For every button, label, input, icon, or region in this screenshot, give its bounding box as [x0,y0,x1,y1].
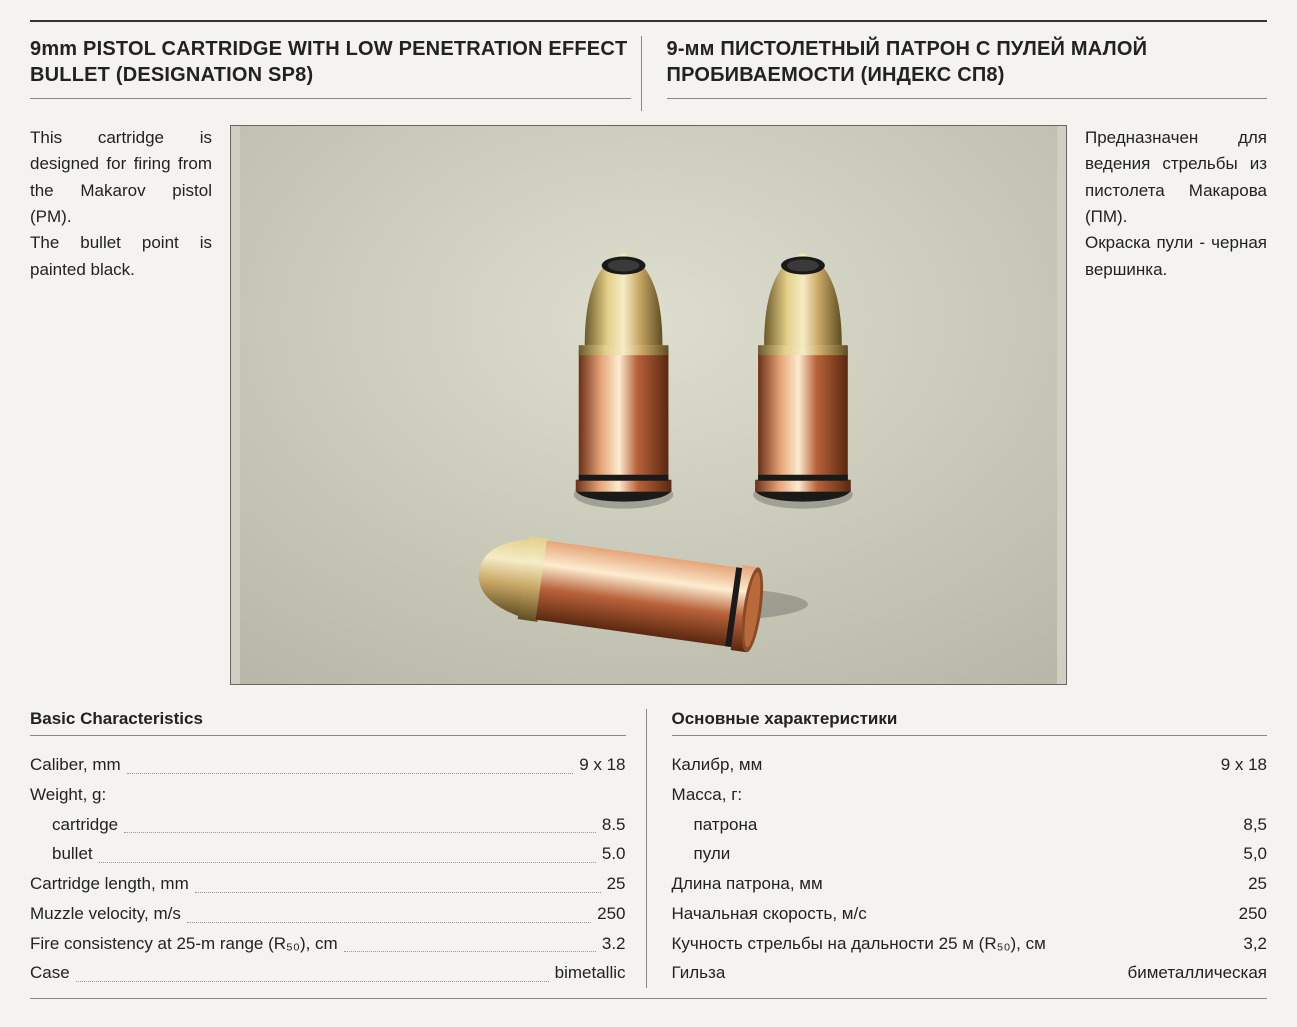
title-col-ru: 9-мм ПИСТОЛЕТНЫЙ ПАТРОН С ПУЛЕЙ МАЛОЙ ПР… [641,36,1268,111]
spec-row: Калибр, мм 9 x 18 [672,750,1268,780]
spec-leader [763,810,1237,834]
spec-row: bullet 5.0 [30,839,626,869]
specs-col-ru: Основные характеристики Калибр, мм 9 x 18… [646,709,1268,988]
specs-col-en: Basic Characteristics Caliber, mm 9 x 18 W… [30,709,646,988]
spec-label: Начальная скорость, м/с [672,899,867,929]
spec-label: Muzzle velocity, m/s [30,899,181,929]
spec-row: Начальная скорость, м/с 250 [672,899,1268,929]
spec-leader [124,810,596,834]
spec-label: Fire consistency at 25-m range (R₅₀), cm [30,929,338,959]
spec-label: cartridge [30,810,118,840]
spec-label: патрона [672,810,758,840]
desc-ru-p2: Окраска пули - черная вершинка. [1085,230,1267,283]
spec-label: Длина патрона, мм [672,869,823,899]
spec-leader [1052,929,1238,953]
desc-ru-p1: Предназначен для ведения стрельбы из пис… [1085,125,1267,230]
spec-label: Weight, g: [30,780,106,810]
spec-leader [127,750,574,774]
spec-value: 25 [1248,869,1267,899]
spec-row: Caliber, mm 9 x 18 [30,750,626,780]
title-row: 9mm PISTOL CARTRIDGE WITH LOW PENETRATIO… [30,36,1267,111]
spec-label: Case [30,958,70,988]
spec-value: 5.0 [602,839,626,869]
desc-col-ru: Предназначен для ведения стрельбы из пис… [1067,125,1267,685]
spec-row: патрона 8,5 [672,810,1268,840]
title-rule-ru [667,98,1268,99]
catalog-page: 9mm PISTOL CARTRIDGE WITH LOW PENETRATIO… [30,20,1267,1007]
spec-label: пули [672,839,731,869]
title-en: 9mm PISTOL CARTRIDGE WITH LOW PENETRATIO… [30,36,631,88]
spec-value: 250 [1239,899,1267,929]
spec-value: 9 x 18 [579,750,625,780]
middle-row: This cartridge is designed for firing fr… [30,125,1267,685]
specs-title-en: Basic Characteristics [30,709,626,736]
spec-row: Длина патрона, мм 25 [672,869,1268,899]
spec-label: Cartridge length, mm [30,869,189,899]
spec-leader [768,750,1214,774]
spec-value: 3,2 [1243,929,1267,959]
spec-leader [187,899,591,923]
spec-label: bullet [30,839,93,869]
bottom-rule [30,998,1267,999]
spec-value: 5,0 [1243,839,1267,869]
spec-label: Caliber, mm [30,750,121,780]
title-col-en: 9mm PISTOL CARTRIDGE WITH LOW PENETRATIO… [30,36,641,111]
spec-value: 3.2 [602,929,626,959]
spec-row: Масса, г: [672,780,1268,810]
cartridge-illustration [231,126,1066,684]
specs-title-ru: Основные характеристики [672,709,1268,736]
title-ru: 9-мм ПИСТОЛЕТНЫЙ ПАТРОН С ПУЛЕЙ МАЛОЙ ПР… [667,36,1268,88]
spec-leader [829,869,1242,893]
top-rule [30,20,1267,22]
spec-value: 9 x 18 [1221,750,1267,780]
spec-value: 8,5 [1243,810,1267,840]
spec-value: bimetallic [555,958,626,988]
spec-leader [99,839,596,863]
spec-label: Гильза [672,958,726,988]
spec-leader [344,929,596,953]
desc-col-en: This cartridge is designed for firing fr… [30,125,230,685]
spec-leader [736,839,1237,863]
spec-leader [195,869,601,893]
spec-leader [76,958,549,982]
specs-list-ru: Калибр, мм 9 x 18 Масса, г:патрона 8,5 пули 5… [672,750,1268,988]
spec-label: Калибр, мм [672,750,763,780]
spec-leader [731,958,1121,982]
spec-row: Кучность стрельбы на дальности 25 м (R₅₀… [672,929,1268,959]
spec-row: Гильза биметаллическая [672,958,1268,988]
spec-value: 8.5 [602,810,626,840]
spec-leader [873,899,1233,923]
desc-en-p1: This cartridge is designed for firing fr… [30,125,212,230]
title-rule-en [30,98,631,99]
spec-row: Fire consistency at 25-m range (R₅₀), cm… [30,929,626,959]
spec-row: Case bimetallic [30,958,626,988]
spec-value: 250 [597,899,625,929]
spec-label: Масса, г: [672,780,743,810]
spec-row: Weight, g: [30,780,626,810]
spec-row: Cartridge length, mm 25 [30,869,626,899]
spec-label: Кучность стрельбы на дальности 25 м (R₅₀… [672,929,1046,959]
spec-row: пули 5,0 [672,839,1268,869]
specs-row: Basic Characteristics Caliber, mm 9 x 18 W… [30,709,1267,988]
desc-en-p2: The bullet point is painted black. [30,230,212,283]
spec-row: Muzzle velocity, m/s 250 [30,899,626,929]
spec-row: cartridge 8.5 [30,810,626,840]
specs-list-en: Caliber, mm9 x 18Weight, g:cartridge8.5b… [30,750,626,988]
product-photo [230,125,1067,685]
spec-value: биметаллическая [1128,958,1267,988]
spec-value: 25 [607,869,626,899]
